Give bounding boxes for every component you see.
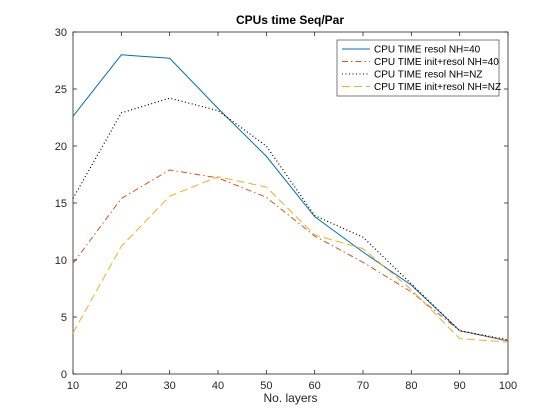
y-tick-label: 10 — [55, 255, 67, 267]
legend-entry-4: CPU TIME init+resol NH=NZ — [374, 82, 501, 93]
x-tick-label: 40 — [212, 380, 224, 392]
y-tick-label: 20 — [55, 141, 67, 153]
x-tick-label: 10 — [67, 380, 79, 392]
series-line-2 — [72, 169, 509, 342]
y-tick-label: 0 — [61, 369, 67, 381]
x-tick-label: 30 — [164, 380, 176, 392]
ticks-layer: 10 20 30 40 50 60 70 80 90 100 0 5 10 15 20 25 30 — [55, 27, 517, 392]
y-tick-label: 30 — [55, 27, 67, 39]
x-tick-label: 70 — [357, 380, 369, 392]
y-tick-label: 25 — [55, 84, 67, 96]
x-tick-label: 80 — [405, 380, 417, 392]
x-axis-label: No. layers — [263, 391, 317, 405]
series-line-3 — [72, 97, 509, 341]
legend-entry-2: CPU TIME init+resol NH=40 — [374, 57, 499, 68]
x-tick-label: 60 — [309, 380, 321, 392]
x-tick-label: 50 — [260, 380, 272, 392]
x-tick-label: 100 — [499, 380, 517, 392]
x-tick-label: 20 — [115, 380, 127, 392]
x-tick-label: 90 — [454, 380, 466, 392]
y-tick-label: 5 — [61, 312, 67, 324]
series-layer — [72, 54, 509, 343]
series-line-4 — [72, 176, 509, 343]
chart-title: CPUs time Seq/Par — [236, 13, 344, 27]
legend-entry-3: CPU TIME resol NH=NZ — [374, 70, 482, 81]
y-tick-label: 15 — [55, 198, 67, 210]
legend-entry-1: CPU TIME resol NH=40 — [374, 45, 481, 56]
